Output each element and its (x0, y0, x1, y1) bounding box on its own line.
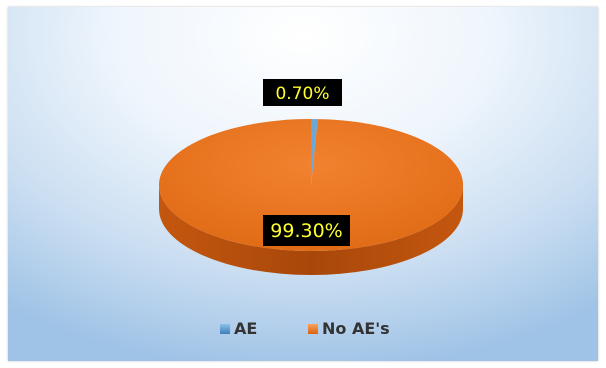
legend-label-no-ae: No AE's (322, 319, 390, 338)
legend: AE No AE's (220, 319, 390, 338)
pie-slice-no-ae (159, 119, 464, 252)
chart-area: 0.70% 99.30% AE No AE's (8, 7, 598, 361)
data-label-ae-bg (263, 79, 342, 106)
legend-swatch-no-ae (308, 324, 318, 334)
legend-label-ae: AE (234, 319, 257, 338)
data-label-no-ae-bg (263, 215, 350, 246)
data-label-ae-text: 0.70% (275, 84, 329, 104)
pie-side-wall (159, 185, 463, 275)
legend-swatch-ae (220, 324, 230, 334)
data-label-ae: 0.70% (263, 79, 342, 106)
data-label-no-ae-text: 99.30% (270, 220, 342, 242)
pie-slice-ae (311, 119, 318, 185)
pie-chart: 0.70% 99.30% AE No AE's (159, 79, 464, 338)
data-label-no-ae: 99.30% (263, 215, 350, 246)
